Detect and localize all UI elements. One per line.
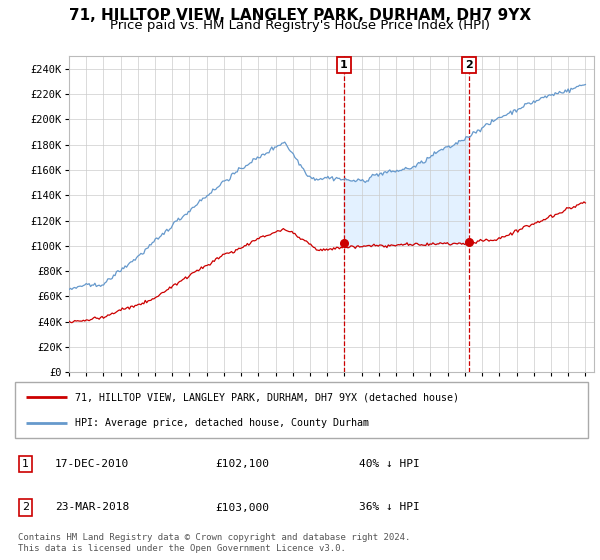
Text: 1: 1 [340, 60, 347, 70]
Text: 71, HILLTOP VIEW, LANGLEY PARK, DURHAM, DH7 9YX (detached house): 71, HILLTOP VIEW, LANGLEY PARK, DURHAM, … [75, 392, 459, 402]
Text: 23-MAR-2018: 23-MAR-2018 [55, 502, 130, 512]
Text: 17-DEC-2010: 17-DEC-2010 [55, 459, 130, 469]
Text: Contains HM Land Registry data © Crown copyright and database right 2024.
This d: Contains HM Land Registry data © Crown c… [18, 533, 410, 553]
Text: 71, HILLTOP VIEW, LANGLEY PARK, DURHAM, DH7 9YX: 71, HILLTOP VIEW, LANGLEY PARK, DURHAM, … [69, 8, 531, 24]
Text: 40% ↓ HPI: 40% ↓ HPI [359, 459, 419, 469]
Text: HPI: Average price, detached house, County Durham: HPI: Average price, detached house, Coun… [75, 418, 369, 428]
Text: £102,100: £102,100 [215, 459, 269, 469]
FancyBboxPatch shape [15, 382, 588, 438]
Text: £103,000: £103,000 [215, 502, 269, 512]
Text: 2: 2 [22, 502, 29, 512]
Text: 2: 2 [465, 60, 473, 70]
Text: Price paid vs. HM Land Registry's House Price Index (HPI): Price paid vs. HM Land Registry's House … [110, 19, 490, 32]
Text: 1: 1 [22, 459, 29, 469]
Text: 36% ↓ HPI: 36% ↓ HPI [359, 502, 419, 512]
